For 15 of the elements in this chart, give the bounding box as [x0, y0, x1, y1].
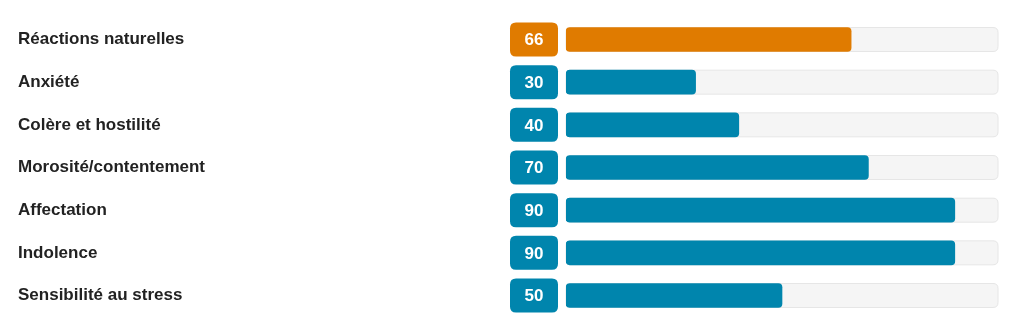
- y-tick-label: Affectation: [18, 199, 107, 219]
- data-label: 90: [524, 200, 544, 220]
- data-label: 50: [524, 286, 544, 306]
- data-label: 40: [524, 115, 544, 135]
- data-label: 70: [524, 158, 544, 178]
- y-tick-label: Indolence: [18, 242, 98, 262]
- y-tick-label: Morosité/contentement: [18, 157, 206, 177]
- bar: [566, 69, 696, 95]
- data-label: 30: [524, 72, 544, 92]
- data-label: 90: [524, 243, 544, 263]
- y-tick-label: Sensibilité au stress: [18, 285, 183, 305]
- y-tick-label: Anxiété: [18, 71, 80, 91]
- data-label: 66: [524, 30, 544, 50]
- y-tick-label: Réactions naturelles: [18, 29, 185, 49]
- y-tick-label: Colère et hostilité: [18, 114, 161, 134]
